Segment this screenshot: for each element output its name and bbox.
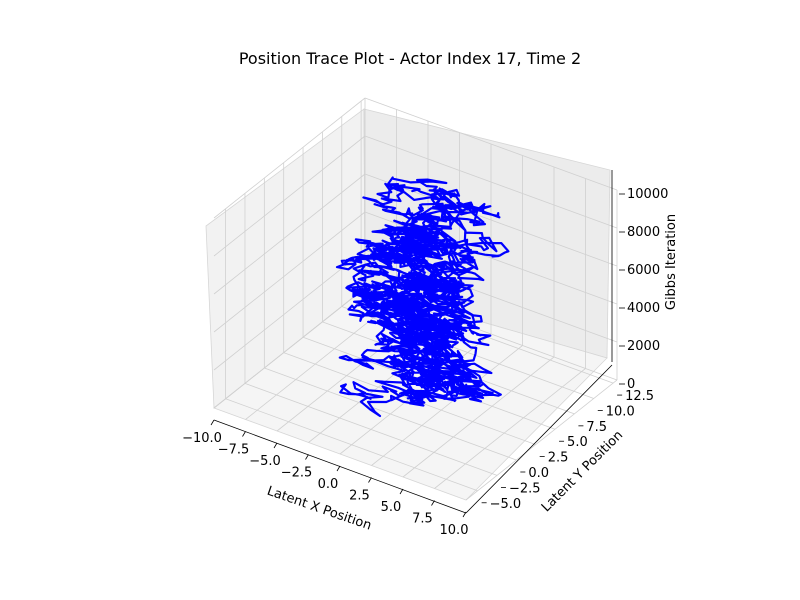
z-grid-line: [213, 173, 366, 295]
chart-title: Position Trace Plot - Actor Index 17, Ti…: [239, 49, 581, 68]
z-tick-label: 2000: [627, 339, 660, 354]
x-tick-label: 5.0: [381, 500, 402, 515]
x-grid-line: [434, 368, 586, 489]
x-grid-line: [245, 299, 397, 420]
y-grid-line: [264, 367, 517, 461]
y-tick-label: 12.5: [625, 389, 654, 404]
y-tick-label: 5.0: [567, 435, 588, 450]
x-tick-label: −7.5: [218, 443, 250, 458]
x-tick-label: 2.5: [349, 489, 370, 504]
tick-labels: −10.0−7.5−5.0−2.50.02.55.07.510.0−5.0−2.…: [182, 187, 668, 538]
y-tick-label: 2.5: [548, 451, 569, 466]
z-tick-label: 8000: [627, 225, 660, 240]
x-tick-mark: [336, 465, 341, 472]
y-axis-line: [465, 364, 613, 514]
z-tick-label: 0: [627, 377, 635, 392]
z-axis-label: Gibbs Iteration: [664, 214, 679, 310]
z-grid-line: [364, 173, 618, 267]
x-tick-mark: [242, 431, 246, 437]
z-tick-label: 10000: [627, 187, 668, 202]
trace-series: [335, 176, 510, 418]
x-tick-mark: [368, 477, 372, 483]
y-grid-line: [225, 398, 478, 492]
x-tick-label: −10.0: [182, 431, 222, 446]
z-tick-label: 6000: [627, 263, 660, 278]
x-tick-mark: [399, 488, 404, 495]
trace-line: [335, 176, 510, 418]
y-tick-label: 0.0: [528, 466, 549, 481]
y-tick-label: −5.0: [490, 497, 522, 512]
x-tick-mark: [210, 419, 215, 426]
z-grid-line: [364, 97, 618, 191]
x-tick-mark: [305, 454, 309, 460]
z-grid-line: [213, 97, 366, 219]
z-grid-line: [213, 249, 366, 371]
y-tick-label: 7.5: [586, 420, 607, 435]
y-grid-line: [244, 383, 498, 476]
x-tick-label: −5.0: [249, 454, 281, 469]
x-tick-mark: [273, 442, 278, 449]
y-tick-label: −2.5: [509, 481, 541, 496]
y-tick-label: 10.0: [606, 404, 635, 419]
z-grid-line: [213, 211, 366, 333]
x-grid-line: [465, 379, 618, 501]
x-grid-line: [371, 345, 523, 466]
x-tick-mark: [431, 500, 435, 506]
z-grid-line: [364, 135, 618, 229]
x-tick-label: 7.5: [412, 512, 433, 527]
x-tick-label: 0.0: [318, 477, 339, 492]
x-grid-line: [402, 356, 555, 478]
z-grid-line: [213, 135, 366, 257]
z-tick-label: 4000: [627, 301, 660, 316]
x-tick-label: 10.0: [440, 523, 469, 538]
z-grid-line: [213, 287, 366, 409]
x-tick-mark: [462, 511, 467, 518]
x-tick-label: −2.5: [281, 466, 313, 481]
